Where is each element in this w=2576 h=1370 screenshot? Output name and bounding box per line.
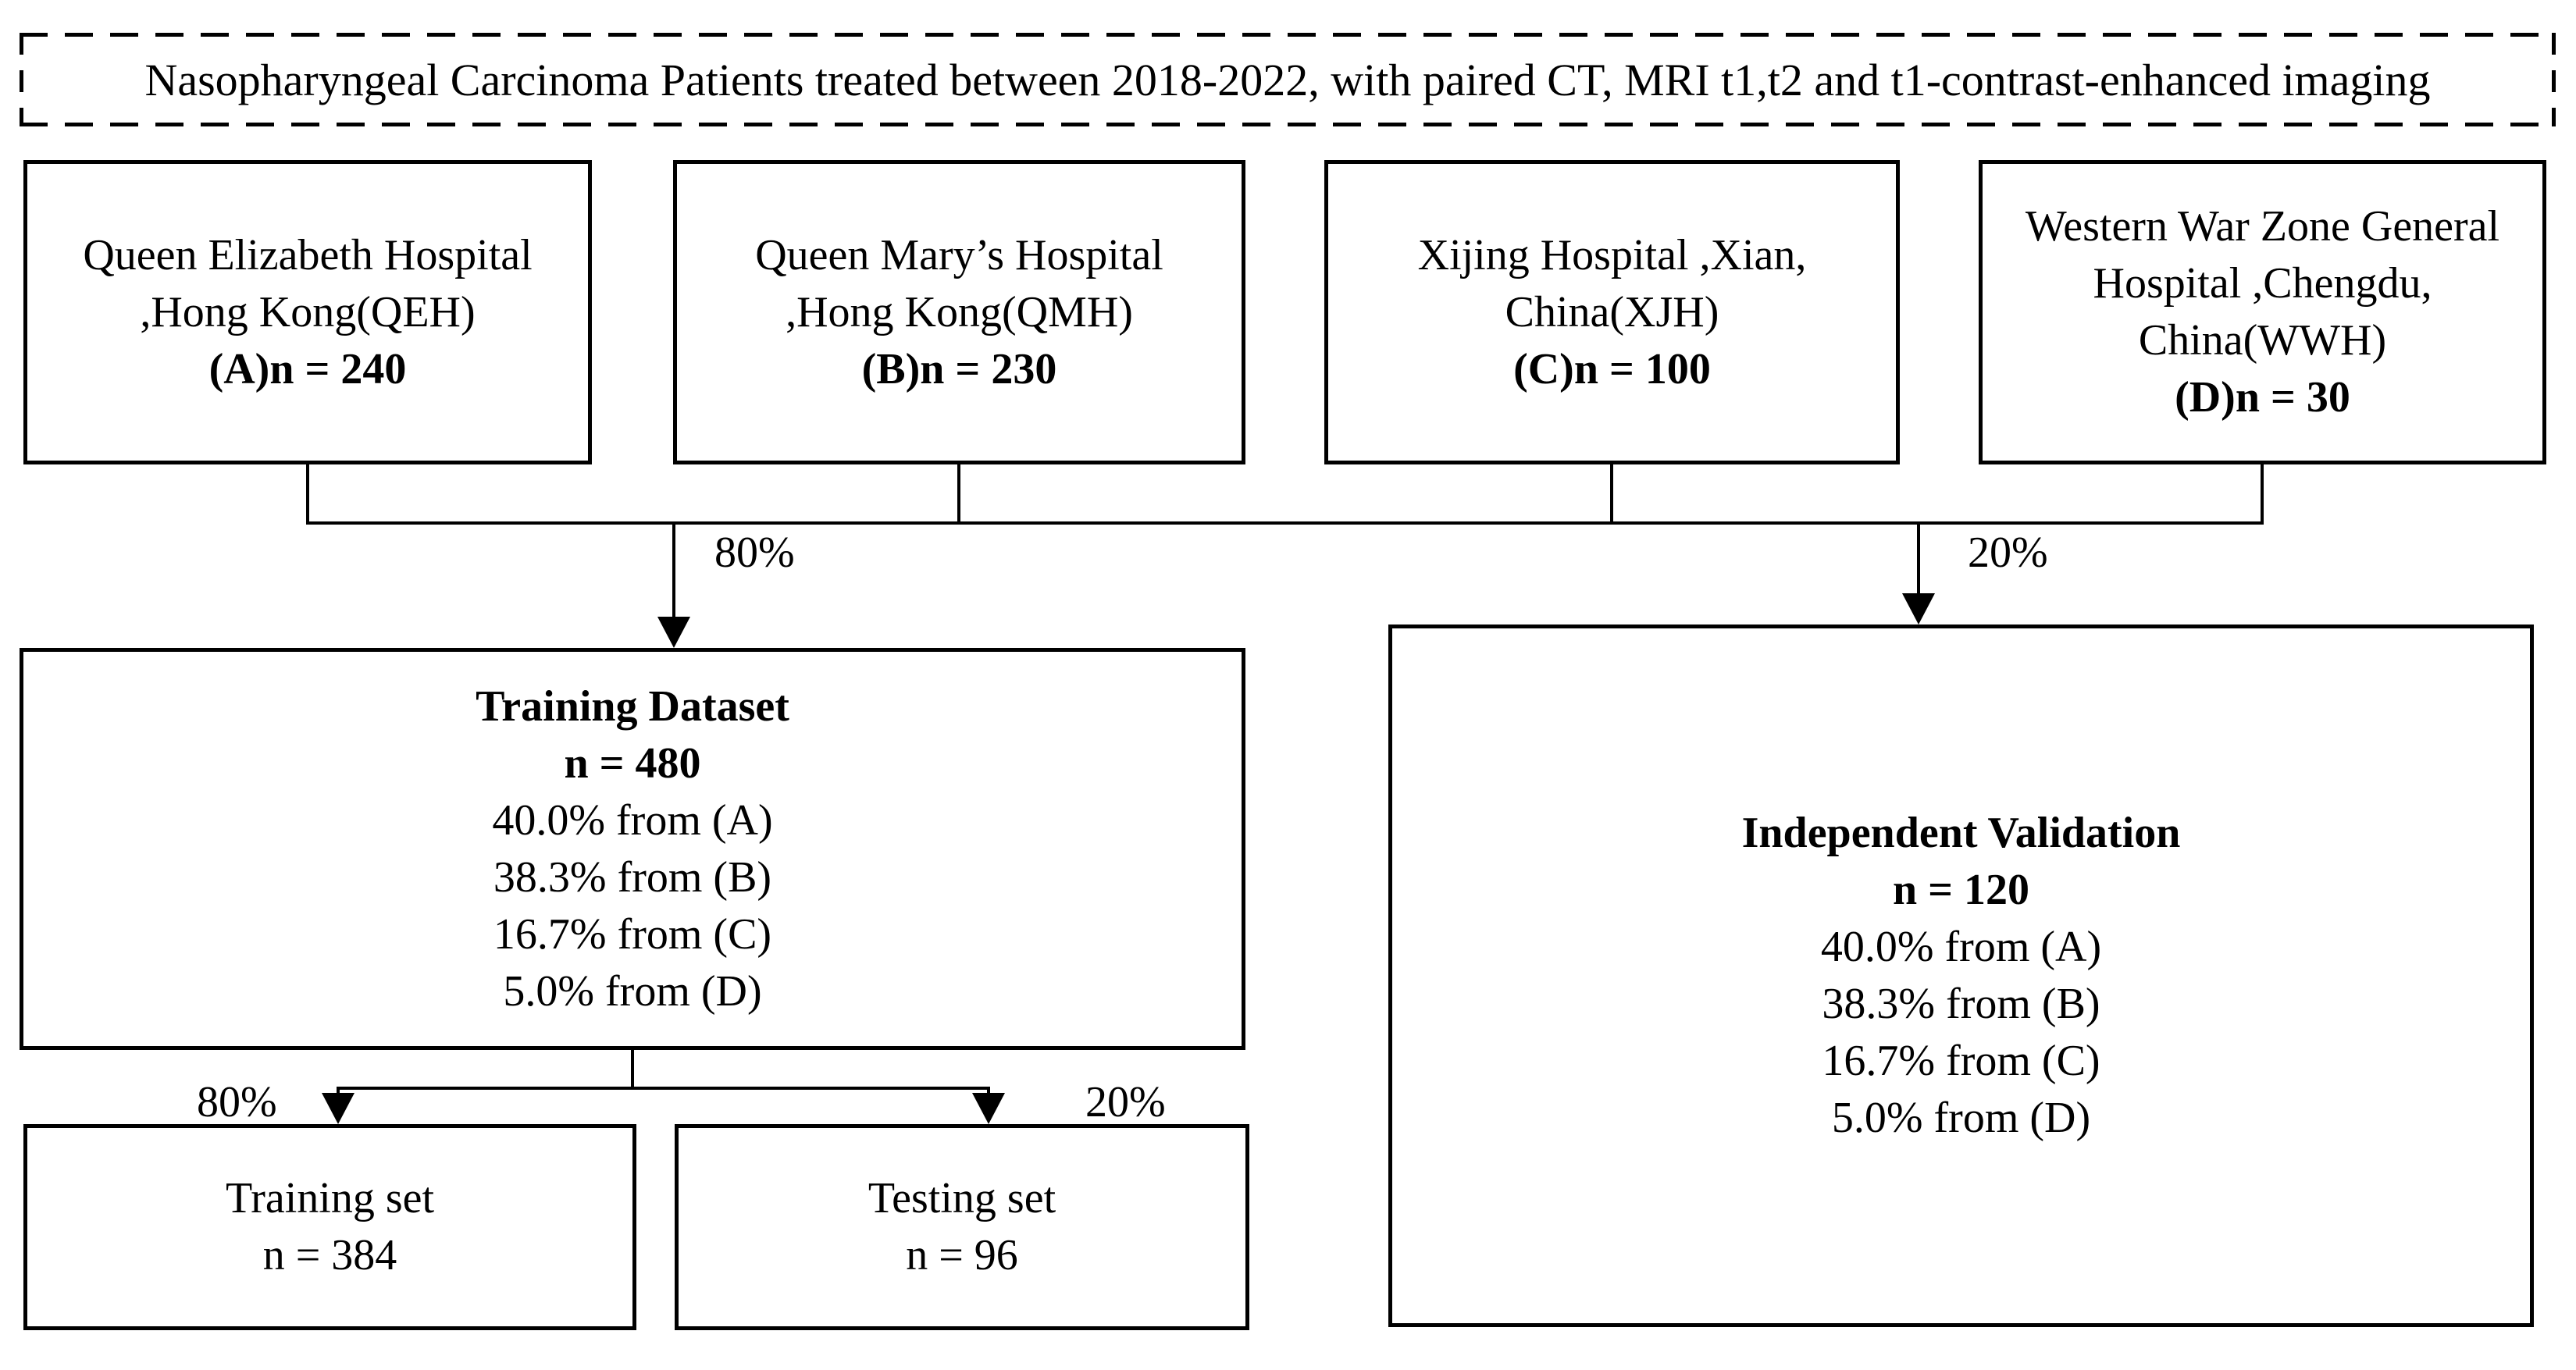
hospital-name-line: ,Hong Kong(QEH) xyxy=(140,287,476,336)
connector-stub-xjh xyxy=(1610,464,1613,525)
breakdown-line: 40.0% from (A) xyxy=(492,795,773,845)
arrow-down-icon xyxy=(972,1093,1005,1124)
hospital-box-xjh: Xijing Hospital ,Xian, China(XJH) (C)n =… xyxy=(1324,160,1900,464)
split-label-training-80: 80% xyxy=(714,528,795,577)
breakdown-line: 16.7% from (C) xyxy=(493,909,772,959)
training-set-box: Training set n = 384 xyxy=(23,1124,636,1330)
hospital-name-line: Hospital ,Chengdu, xyxy=(2093,259,2432,308)
arrow-stem-validation xyxy=(1917,521,1920,596)
connector-stub-qeh xyxy=(306,464,309,525)
training-dataset-title: Training Dataset xyxy=(476,681,789,731)
arrow-stem-training-dataset xyxy=(672,521,675,620)
hospital-count: (B)n = 230 xyxy=(861,344,1057,393)
collector-line-top xyxy=(306,521,2264,525)
hospital-count: (A)n = 240 xyxy=(208,344,407,393)
independent-validation-title: Independent Validation xyxy=(1741,809,2181,857)
breakdown-line: 5.0% from (D) xyxy=(503,966,762,1016)
breakdown-line: 16.7% from (C) xyxy=(1822,1037,2100,1085)
hospital-name-line: Xijing Hospital ,Xian, xyxy=(1417,230,1807,279)
source-cohort-text: Nasopharyngeal Carcinoma Patients treate… xyxy=(144,54,2431,105)
hospital-name-line: China(WWH) xyxy=(2138,316,2387,365)
split-label-validation-20: 20% xyxy=(1968,528,2048,577)
hospital-box-qmh: Queen Mary’s Hospital ,Hong Kong(QMH) (B… xyxy=(673,160,1245,464)
breakdown-line: 38.3% from (B) xyxy=(1822,980,2100,1028)
testing-set-box: Testing set n = 96 xyxy=(675,1124,1249,1330)
training-set-title: Training set xyxy=(225,1174,435,1222)
hospital-box-qeh: Queen Elizabeth Hospital ,Hong Kong(QEH)… xyxy=(23,160,592,464)
split-label-training-set-80: 80% xyxy=(197,1078,277,1126)
arrow-down-icon xyxy=(657,617,690,648)
breakdown-line: 5.0% from (D) xyxy=(1831,1094,2091,1142)
hospital-box-wwh: Western War Zone General Hospital ,Cheng… xyxy=(1979,160,2546,464)
arrow-down-icon xyxy=(322,1093,355,1124)
source-cohort-banner: Nasopharyngeal Carcinoma Patients treate… xyxy=(20,33,2556,126)
arrow-down-icon xyxy=(1902,593,1935,625)
hospital-name-line: China(XJH) xyxy=(1505,287,1719,336)
hospital-name-line: Queen Elizabeth Hospital xyxy=(83,230,533,279)
training-set-n: n = 384 xyxy=(262,1231,397,1279)
testing-set-title: Testing set xyxy=(868,1174,1056,1222)
hospital-name-line: ,Hong Kong(QMH) xyxy=(786,287,1133,336)
connector-stub-training-dataset xyxy=(631,1050,634,1087)
training-dataset-n: n = 480 xyxy=(564,738,701,788)
hospital-name-line: Queen Mary’s Hospital xyxy=(755,230,1163,279)
independent-validation-box: Independent Validation n = 120 40.0% fro… xyxy=(1388,625,2534,1327)
breakdown-line: 40.0% from (A) xyxy=(1820,923,2102,971)
breakdown-line: 38.3% from (B) xyxy=(493,852,772,902)
hospital-count: (C)n = 100 xyxy=(1513,344,1711,393)
independent-validation-n: n = 120 xyxy=(1892,866,2030,914)
connector-stub-wwh xyxy=(2261,464,2264,525)
testing-set-n: n = 96 xyxy=(906,1231,1018,1279)
split-label-testing-set-20: 20% xyxy=(1085,1078,1166,1126)
hospital-count: (D)n = 30 xyxy=(2175,373,2350,422)
training-dataset-box: Training Dataset n = 480 40.0% from (A) … xyxy=(20,648,1245,1050)
hospital-name-line: Western War Zone General xyxy=(2025,202,2500,251)
connector-stub-qmh xyxy=(957,464,960,525)
collector-line-bottom xyxy=(337,1087,990,1090)
